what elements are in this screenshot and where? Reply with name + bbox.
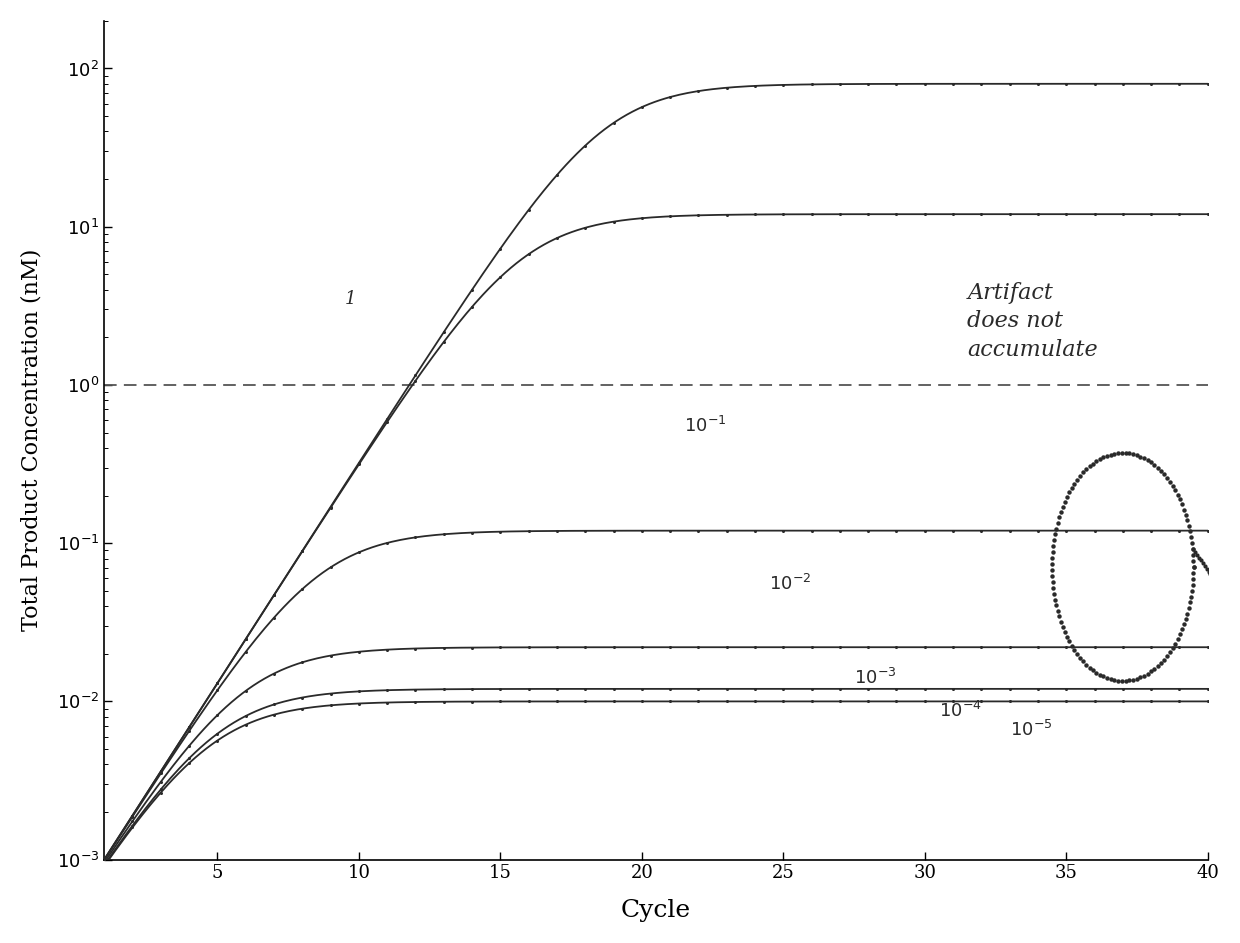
Y-axis label: Total Product Concentration (nM): Total Product Concentration (nM)	[21, 249, 43, 632]
Text: $10^{-4}$: $10^{-4}$	[939, 701, 982, 721]
Text: $10^{-3}$: $10^{-3}$	[854, 668, 897, 687]
Text: $10^{-1}$: $10^{-1}$	[684, 416, 727, 436]
Text: Artifact
does not
accumulate: Artifact does not accumulate	[967, 282, 1097, 361]
Text: $10^{-5}$: $10^{-5}$	[1009, 720, 1053, 740]
Text: 1: 1	[345, 290, 356, 308]
X-axis label: Cycle: Cycle	[621, 900, 691, 922]
Text: $10^{-2}$: $10^{-2}$	[769, 574, 811, 594]
